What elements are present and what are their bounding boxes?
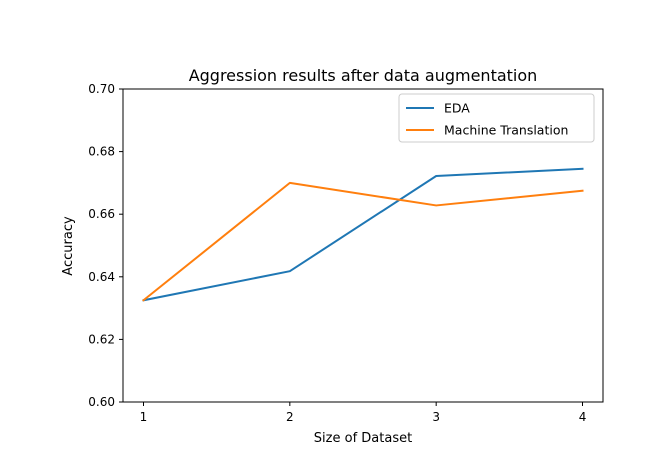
y-tick-label: 0.62: [88, 332, 115, 346]
series-layer: [142, 167, 584, 302]
x-axis: 1 2 3 4: [140, 402, 587, 424]
series-line-0: [142, 167, 584, 302]
plot-frame: [122, 88, 604, 403]
series-line-1: [142, 181, 584, 302]
x-tick-label: 1: [140, 410, 148, 424]
y-axis: 0.60 0.62 0.64 0.66 0.68 0.70: [88, 82, 123, 409]
legend: EDA Machine Translation: [398, 93, 595, 143]
y-tick-label: 0.70: [88, 82, 115, 96]
x-axis-label: Size of Dataset: [314, 431, 412, 446]
y-tick-label: 0.68: [88, 145, 115, 159]
y-tick-label: 0.66: [88, 207, 115, 221]
x-tick-label: 2: [286, 410, 294, 424]
chart-title: Aggression results after data augmentati…: [189, 66, 538, 85]
x-tick-label: 4: [579, 410, 587, 424]
y-tick-label: 0.60: [88, 395, 115, 409]
y-tick-label: 0.64: [88, 270, 115, 284]
legend-box: [398, 93, 595, 143]
y-axis-label: Accuracy: [61, 216, 76, 276]
legend-label: EDA: [444, 101, 470, 116]
legend-label: Machine Translation: [444, 123, 568, 138]
plot-area: [122, 88, 604, 403]
x-tick-label: 3: [432, 410, 440, 424]
